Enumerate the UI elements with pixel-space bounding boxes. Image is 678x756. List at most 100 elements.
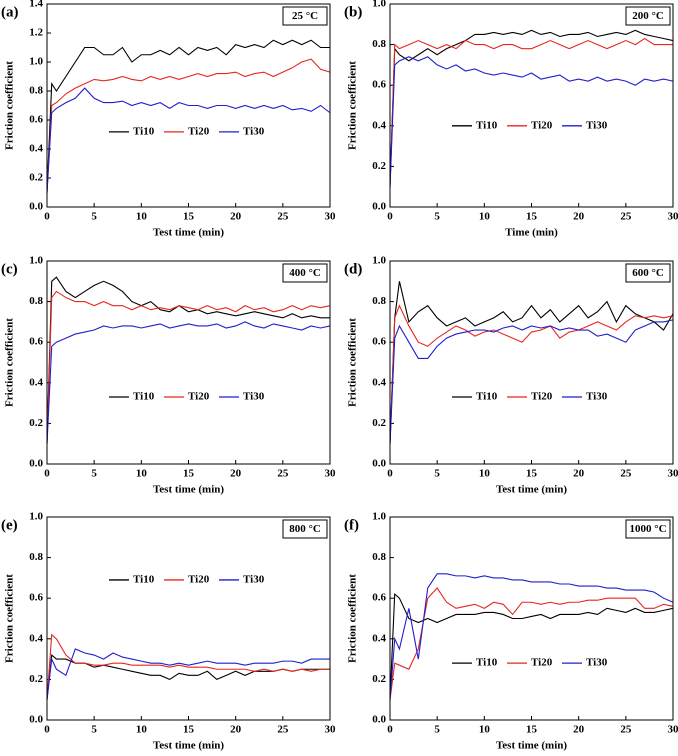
y-tick-label: 0.0 xyxy=(372,458,386,470)
x-tick-label: 10 xyxy=(479,724,491,736)
x-tick-label: 30 xyxy=(325,724,337,736)
y-tick-label: 0.6 xyxy=(29,592,43,604)
y-tick-label: 0.4 xyxy=(29,632,43,644)
x-tick-label: 20 xyxy=(230,211,242,223)
y-tick-label: 0.2 xyxy=(29,673,43,685)
x-tick-label: 10 xyxy=(136,724,148,736)
y-tick-label: 1.4 xyxy=(29,0,43,10)
legend-label: Ti30 xyxy=(586,657,608,669)
x-tick-label: 25 xyxy=(620,211,632,223)
legend-label: Ti20 xyxy=(188,573,210,585)
y-tick-label: 0.6 xyxy=(29,114,43,126)
y-tick-label: 0.4 xyxy=(372,376,386,388)
y-tick-label: 0.4 xyxy=(29,376,43,388)
data-line xyxy=(46,633,330,700)
panel: 0.0 0.2 0.4 0.6 0.8 1.0 0 5 10 15 20 25 30 Test time … xyxy=(1,511,336,752)
legend-label: Ti30 xyxy=(586,391,608,403)
x-tick-label: 30 xyxy=(668,211,678,223)
y-axis-title: Friction coefficient xyxy=(4,574,16,663)
data-line xyxy=(389,587,674,700)
annotation-box xyxy=(625,6,671,26)
x-tick-label: 30 xyxy=(325,211,337,223)
y-tick-label: 1.0 xyxy=(29,255,43,267)
y-tick-label: 0.2 xyxy=(29,172,43,184)
x-axis-title: Test time (min) xyxy=(153,740,224,752)
legend-label: Ti20 xyxy=(531,119,553,131)
data-line xyxy=(46,653,330,700)
x-tick-label: 0 xyxy=(387,724,393,736)
legend-label: Ti30 xyxy=(586,119,608,131)
legend-label: Ti30 xyxy=(243,573,265,585)
annotation: 1000 °C xyxy=(629,523,666,535)
y-tick-label: 1.0 xyxy=(29,56,43,68)
x-tick-label: 10 xyxy=(136,211,148,223)
y-tick-label: 1.0 xyxy=(29,511,43,523)
y-tick-label: 0.4 xyxy=(372,632,386,644)
y-tick-label: 0.0 xyxy=(29,201,43,213)
annotation-box xyxy=(282,519,328,539)
x-tick-label: 25 xyxy=(620,468,632,480)
plot-frame xyxy=(46,516,331,721)
x-tick-label: 15 xyxy=(183,724,195,736)
plot-frame xyxy=(46,3,331,208)
data-line xyxy=(389,304,674,444)
data-line xyxy=(389,29,674,187)
annotation-box xyxy=(282,6,328,26)
x-tick-label: 10 xyxy=(136,468,148,480)
data-line xyxy=(389,592,674,700)
panel-label: (a) xyxy=(1,4,19,20)
data-line xyxy=(46,87,331,193)
panel-label: (f) xyxy=(344,517,359,533)
y-tick-label: 0.2 xyxy=(372,417,386,429)
x-tick-label: 20 xyxy=(573,724,585,736)
annotation-box xyxy=(625,519,671,539)
x-axis-title: Test time (min) xyxy=(496,740,567,752)
y-tick-label: 0.4 xyxy=(372,119,386,131)
panel: 0.0 0.2 0.4 0.6 0.8 1.0 1.2 1.4 0 5 10 15 20 25 30 Test… xyxy=(1,0,336,239)
y-axis-title: Friction coefficient xyxy=(347,574,359,663)
annotation: 200 °C xyxy=(632,10,664,22)
x-tick-label: 30 xyxy=(668,724,678,736)
x-tick-label: 10 xyxy=(479,468,491,480)
panel-label: (e) xyxy=(1,517,18,533)
annotation-box xyxy=(625,263,671,283)
legend-label: Ti30 xyxy=(243,125,265,137)
panel: 0.0 0.2 0.4 0.6 0.8 1.0 0 5 10 15 20 25 30 Test time … xyxy=(344,511,678,752)
legend-label: Ti20 xyxy=(188,391,210,403)
x-tick-label: 0 xyxy=(387,468,393,480)
y-tick-label: 1.0 xyxy=(372,511,386,523)
data-line xyxy=(46,648,330,700)
annotation: 800 °C xyxy=(289,523,321,535)
x-tick-label: 15 xyxy=(526,468,538,480)
y-axis-title: Friction coefficient xyxy=(347,318,359,407)
legend-label: Ti20 xyxy=(531,391,553,403)
panel-label: (b) xyxy=(344,4,362,20)
x-tick-label: 15 xyxy=(183,468,195,480)
data-line xyxy=(389,37,673,187)
x-axis-title: Test time (min) xyxy=(153,227,224,239)
annotation: 25 °C xyxy=(292,10,318,22)
panel: 0.0 0.2 0.4 0.6 0.8 1.0 0 5 10 15 20 25 30 Test time … xyxy=(1,255,336,496)
y-tick-label: 0.2 xyxy=(372,673,386,685)
y-tick-label: 0.2 xyxy=(372,160,386,172)
y-tick-label: 0.2 xyxy=(29,417,43,429)
x-tick-label: 25 xyxy=(277,724,289,736)
x-tick-label: 20 xyxy=(573,211,585,223)
y-tick-label: 1.0 xyxy=(372,0,386,10)
plot-frame xyxy=(389,516,674,721)
legend-label: Ti10 xyxy=(476,119,498,131)
legend-label: Ti20 xyxy=(531,657,553,669)
y-tick-label: 0.8 xyxy=(29,295,43,307)
y-tick-label: 0.8 xyxy=(29,85,43,97)
y-tick-label: 0.8 xyxy=(372,295,386,307)
x-tick-label: 15 xyxy=(526,724,538,736)
legend-label: Ti10 xyxy=(133,391,155,403)
y-tick-label: 0.6 xyxy=(372,336,386,348)
y-tick-label: 0.0 xyxy=(29,714,43,726)
data-line xyxy=(389,281,674,444)
data-line xyxy=(46,321,331,444)
data-line xyxy=(389,319,674,444)
panel-label: (c) xyxy=(1,261,18,277)
x-tick-label: 5 xyxy=(434,724,440,736)
